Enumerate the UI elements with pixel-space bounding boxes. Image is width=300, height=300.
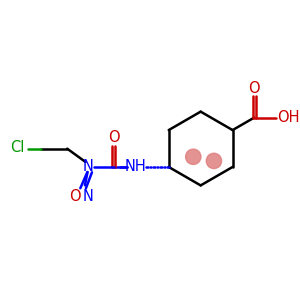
- Text: O: O: [248, 80, 260, 95]
- Text: N: N: [83, 159, 94, 174]
- Text: O: O: [108, 130, 119, 145]
- Text: NH: NH: [125, 159, 146, 174]
- Text: Cl: Cl: [10, 140, 24, 155]
- Text: O: O: [69, 189, 80, 204]
- Text: N: N: [83, 189, 94, 204]
- Circle shape: [206, 153, 222, 169]
- Circle shape: [186, 149, 201, 164]
- Text: OH: OH: [277, 110, 299, 125]
